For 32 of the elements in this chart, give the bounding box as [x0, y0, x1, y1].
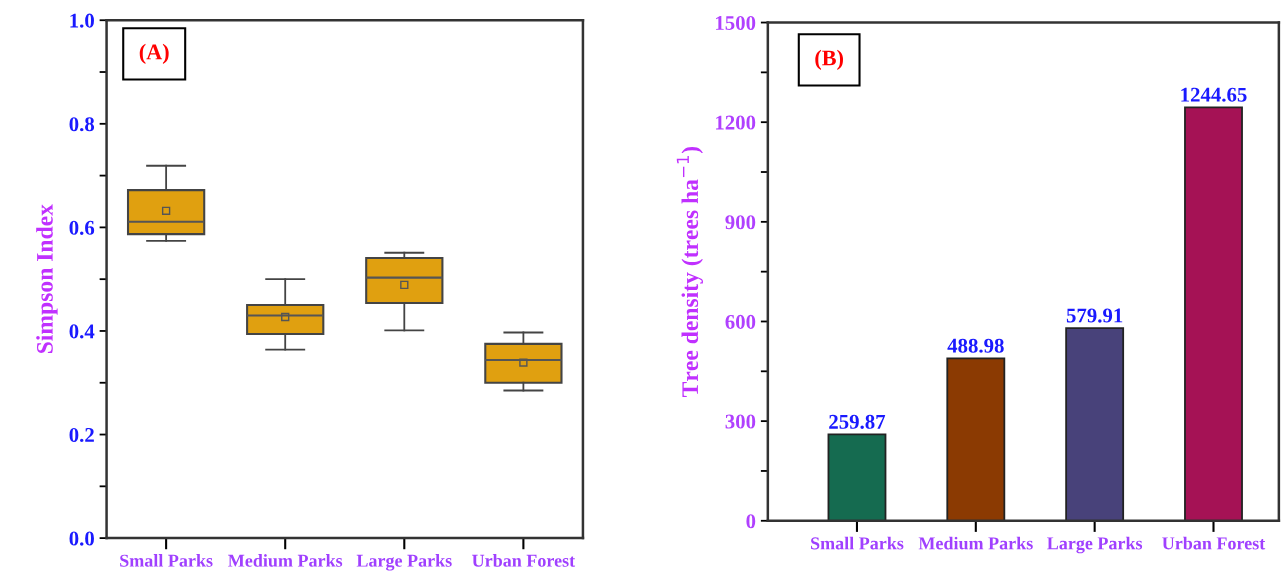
bar: [1065, 327, 1125, 521]
y-tick-label: 0: [746, 514, 756, 529]
x-tick-label: Urban Forest: [1162, 536, 1266, 550]
y-tick-label: 600: [725, 314, 756, 329]
data-label: 579.91: [1066, 308, 1123, 323]
bar: [946, 357, 1006, 521]
bar: [1184, 106, 1243, 521]
x-tick-label: Urban Forest: [472, 554, 576, 567]
y-axis-title: Simpson Index: [36, 204, 58, 354]
y-tick-label: 1200: [716, 115, 756, 130]
y-tick-label: 0.8: [69, 117, 95, 132]
x-tick-label: Large Parks: [1047, 536, 1143, 554]
y-tick-label: 900: [725, 215, 756, 230]
x-tick-label: Medium Parks: [918, 536, 1033, 550]
y-tick-label: 1.0: [70, 13, 94, 28]
annotation: (B): [815, 49, 843, 70]
y-tick-label: 0.0: [69, 531, 94, 546]
y-tick-label: 300: [725, 414, 756, 429]
data-label: 488.98: [947, 338, 1004, 353]
y-tick-label: 0.2: [69, 427, 94, 443]
data-label: 259.87: [829, 414, 886, 429]
y-tick-label: 1500: [716, 15, 756, 30]
bar: [827, 433, 887, 521]
y-axis-title: Tree density (trees ha$^{−1}$): [676, 146, 703, 398]
x-tick-label: Large Parks: [356, 554, 452, 571]
x-tick-label: Small Parks: [120, 554, 213, 567]
y-tick-label: 0.4: [69, 324, 95, 339]
y-tick-label: 0.6: [69, 220, 95, 235]
x-tick-label: Medium Parks: [228, 554, 343, 567]
annotation: (A): [139, 43, 169, 64]
x-tick-label: Small Parks: [811, 536, 904, 550]
data-label: 1244.65: [1181, 87, 1247, 102]
